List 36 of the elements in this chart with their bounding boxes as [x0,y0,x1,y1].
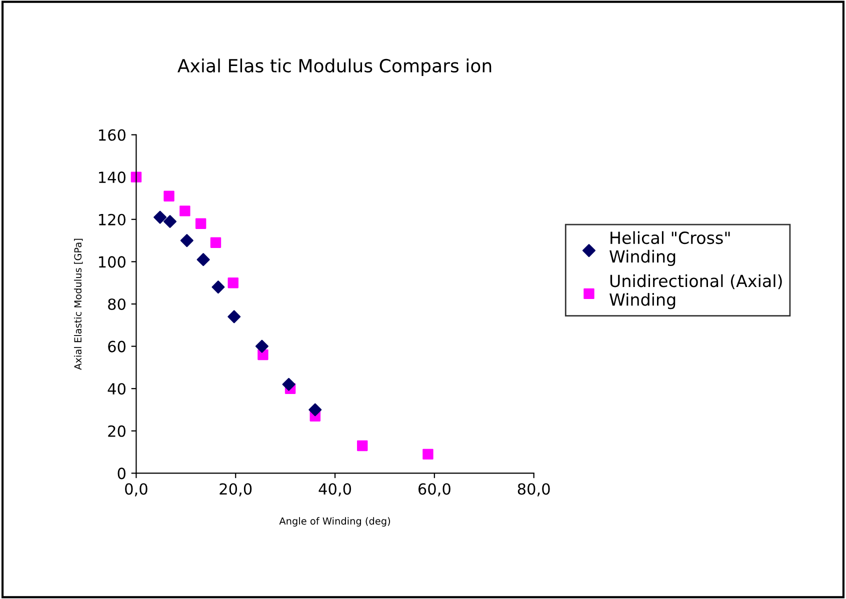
x-axis-title: Angle of Winding (deg) [279,517,390,527]
point [196,253,210,266]
x-tick-label: 0,0 [125,483,148,496]
x-tick-label: 80,0 [518,483,550,496]
point [130,172,142,182]
point [308,403,322,416]
y-tick-label: 0 [118,468,126,480]
x-tick-label: 20,0 [220,483,252,496]
point [357,440,368,452]
point [210,237,222,248]
point [255,340,268,353]
point [195,218,206,229]
y-axis-title: Axial Elastic Modulus [GPa] [74,238,83,370]
legend-label: Helical "Cross" Winding [610,231,730,266]
point [180,234,194,248]
y-tick-label: 40 [108,383,126,395]
y-tick-label: 140 [99,172,126,184]
point [422,448,434,460]
point [154,210,167,224]
point [212,280,225,294]
point [282,378,296,391]
y-tick-label: 100 [99,256,126,268]
point [164,190,174,202]
y-tick-label: 160 [99,129,126,141]
y-tick-label: 80 [108,298,126,310]
legend-label: Unidirectional (Axial) Winding [610,274,782,310]
y-tick-label: 20 [108,425,126,437]
y-tick-label: 60 [108,340,126,352]
chart-title: Axial Elas tic Modulus Compars ion [178,58,492,76]
y-tick-label: 120 [99,214,126,226]
point [228,277,238,288]
x-tick-label: 60,0 [418,483,450,496]
point [164,214,177,228]
point [228,310,241,324]
point [180,206,190,216]
x-tick-label: 40,0 [318,483,352,496]
